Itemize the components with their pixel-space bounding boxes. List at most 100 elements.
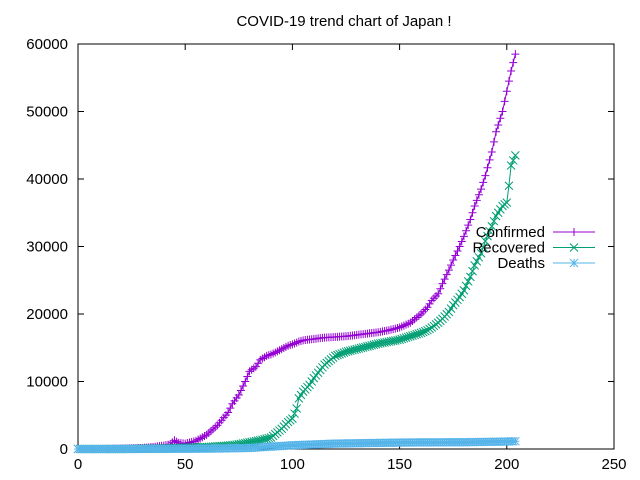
legend-item-recovered: Recovered xyxy=(472,240,595,257)
data-point xyxy=(476,248,486,258)
legend-marker xyxy=(569,243,579,252)
data-point xyxy=(273,347,282,356)
data-point xyxy=(269,349,278,358)
data-point xyxy=(234,391,243,399)
data-point xyxy=(296,337,305,345)
data-point xyxy=(292,404,302,413)
data-point xyxy=(170,436,179,445)
data-point xyxy=(509,58,518,67)
data-point xyxy=(511,50,520,59)
data-point xyxy=(387,325,396,334)
data-point xyxy=(502,87,511,96)
data-point xyxy=(504,181,514,191)
y-tick-label: 60000 xyxy=(26,36,68,53)
data-point xyxy=(506,161,516,170)
data-point xyxy=(194,435,203,444)
data-point xyxy=(196,434,205,443)
data-point xyxy=(402,320,411,329)
data-point xyxy=(412,313,421,322)
x-tick-label: 250 xyxy=(601,456,626,473)
data-point xyxy=(418,327,428,337)
data-point xyxy=(477,185,486,194)
data-point xyxy=(290,409,299,418)
data-point xyxy=(236,386,245,395)
data-point xyxy=(459,286,469,295)
x-tick-label: 150 xyxy=(387,456,412,473)
x-tick-label: 100 xyxy=(280,456,305,473)
data-point xyxy=(508,156,518,165)
data-point xyxy=(294,337,303,346)
data-point xyxy=(455,242,464,251)
data-point xyxy=(226,404,235,413)
data-point xyxy=(266,350,275,359)
data-point xyxy=(200,432,209,441)
data-point xyxy=(404,319,413,328)
data-point xyxy=(256,355,265,364)
data-point xyxy=(292,338,301,347)
series-recovered xyxy=(73,151,520,454)
x-tick-label: 200 xyxy=(494,456,519,473)
data-point xyxy=(277,345,286,354)
data-point xyxy=(483,163,492,172)
data-point xyxy=(464,221,473,230)
data-point xyxy=(209,425,218,434)
data-point xyxy=(462,226,471,235)
x-tick-label: 0 xyxy=(74,456,82,473)
data-point xyxy=(284,341,293,350)
data-point xyxy=(288,340,297,349)
data-point xyxy=(271,348,280,357)
data-point xyxy=(494,121,503,129)
data-point xyxy=(504,77,513,86)
data-point xyxy=(472,256,482,266)
data-point xyxy=(434,289,443,298)
data-point xyxy=(264,351,273,360)
data-point xyxy=(425,324,434,334)
data-point xyxy=(224,408,233,417)
series-line-confirmed xyxy=(78,53,516,450)
data-point xyxy=(511,436,520,446)
data-point xyxy=(408,317,417,326)
data-point xyxy=(453,247,462,255)
data-point xyxy=(420,326,430,336)
legend-label: Recovered xyxy=(472,240,545,257)
data-point xyxy=(489,137,498,146)
data-point xyxy=(204,428,213,437)
data-point xyxy=(481,171,490,180)
data-point xyxy=(245,367,254,376)
data-point xyxy=(472,196,481,205)
data-point xyxy=(470,202,479,210)
data-point xyxy=(489,216,499,226)
data-point xyxy=(449,256,458,264)
y-tick-label: 50000 xyxy=(26,104,68,121)
data-point xyxy=(498,107,507,116)
data-point xyxy=(485,226,495,236)
data-point xyxy=(442,270,451,279)
series-layer xyxy=(73,50,520,454)
data-point xyxy=(423,325,432,335)
data-point xyxy=(275,346,284,355)
data-point xyxy=(474,252,484,262)
data-point xyxy=(485,155,494,164)
data-point xyxy=(466,215,475,224)
data-point xyxy=(507,67,516,75)
data-point xyxy=(502,198,512,207)
data-point xyxy=(395,323,404,332)
data-point xyxy=(206,427,215,436)
data-point xyxy=(487,148,496,156)
y-tick-label: 20000 xyxy=(26,306,68,323)
data-point xyxy=(384,326,393,335)
legend-item-confirmed: Confirmed xyxy=(476,224,595,241)
data-point xyxy=(397,322,406,331)
y-tick-label: 10000 xyxy=(26,374,68,391)
y-tick-label: 30000 xyxy=(26,239,68,256)
data-point xyxy=(258,354,267,363)
data-point xyxy=(286,341,295,350)
data-point xyxy=(251,362,260,371)
legend-label: Deaths xyxy=(497,255,545,272)
data-point xyxy=(393,324,402,333)
data-point xyxy=(281,342,290,351)
data-point xyxy=(416,328,426,338)
